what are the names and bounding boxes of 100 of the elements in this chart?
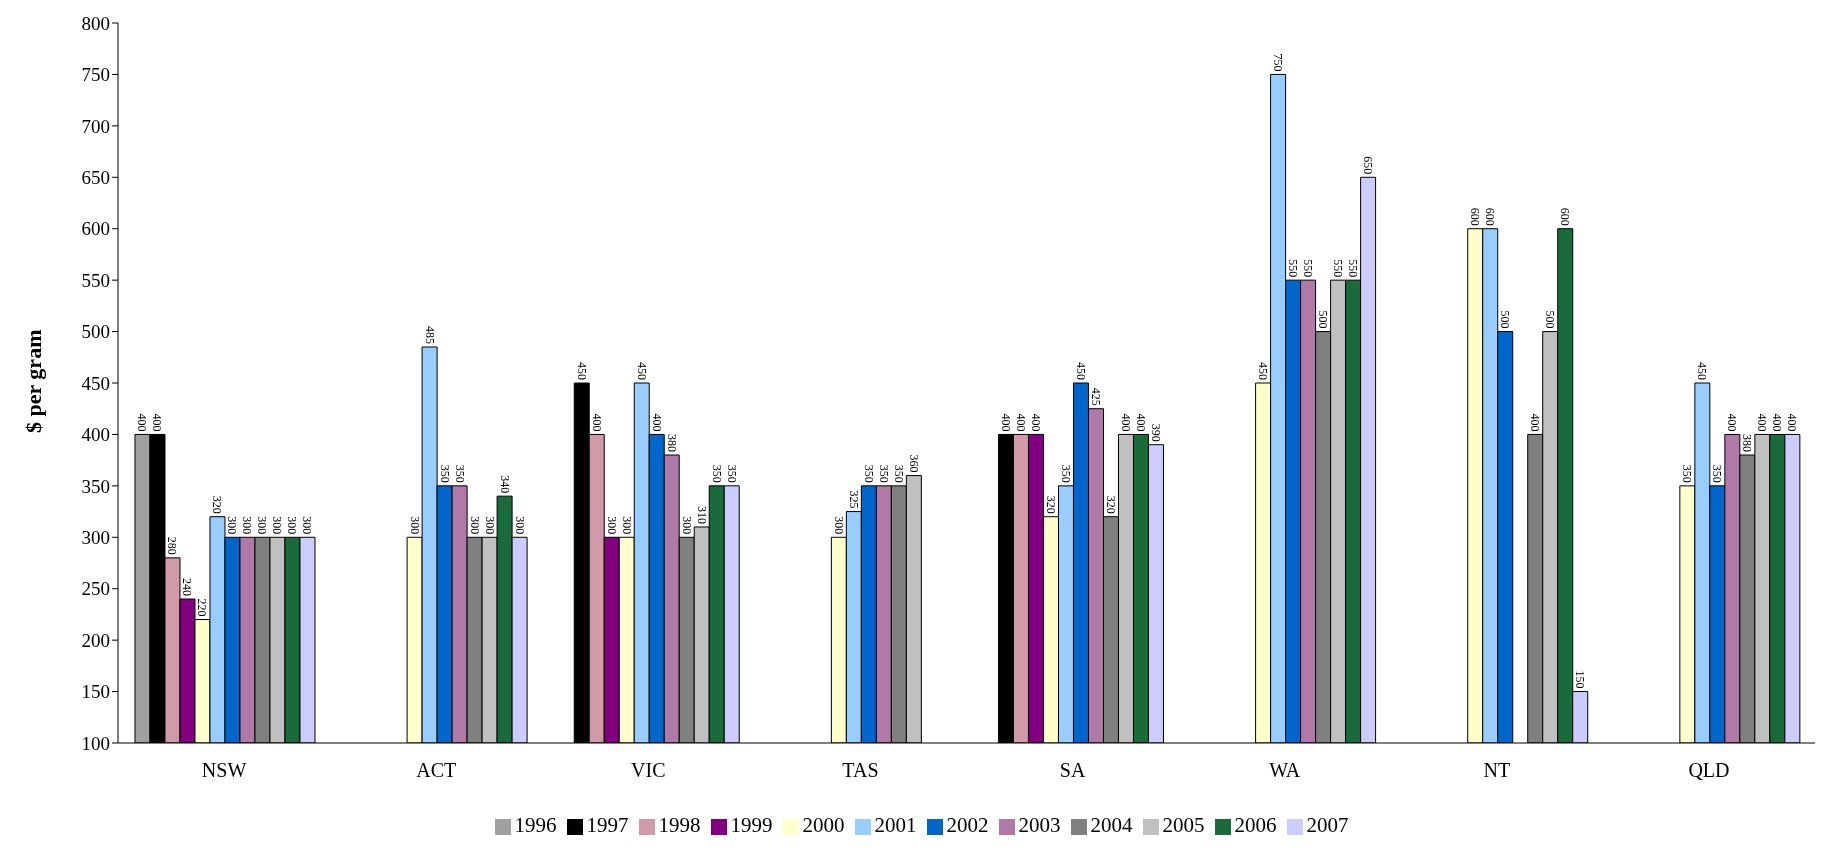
data-label: 300 [407, 516, 422, 535]
y-tick-label: 200 [81, 629, 110, 651]
data-label: 400 [1133, 413, 1148, 432]
data-label: 450 [574, 362, 589, 380]
data-label: 400 [1028, 413, 1043, 432]
data-label: 350 [1680, 464, 1695, 483]
data-label: 400 [150, 413, 165, 432]
data-label: 400 [1755, 413, 1770, 432]
data-label: 300 [285, 516, 300, 535]
y-tick-label: 550 [81, 269, 110, 291]
data-label: 350 [724, 464, 739, 483]
data-label: 150 [1573, 670, 1588, 689]
legend-label: 2005 [1162, 813, 1205, 837]
data-label: 240 [180, 578, 195, 596]
data-label: 400 [1725, 413, 1740, 432]
y-tick-label: 500 [81, 321, 110, 343]
data-label: 400 [589, 413, 604, 432]
y-tick-label: 800 [81, 12, 110, 34]
legend-label: 2007 [1306, 813, 1349, 837]
legend-label: 2002 [946, 813, 989, 837]
data-label: 380 [1740, 434, 1755, 452]
data-label: 300 [831, 516, 846, 535]
data-label: 450 [1073, 362, 1088, 380]
data-label: 360 [906, 454, 921, 473]
data-label: 350 [891, 464, 906, 483]
data-label: 400 [1013, 413, 1028, 432]
data-label: 400 [649, 413, 664, 432]
data-label: 340 [497, 475, 512, 494]
data-label: 220 [195, 598, 210, 617]
data-label: 500 [1498, 310, 1513, 329]
data-label: 300 [512, 516, 527, 535]
data-label: 300 [604, 516, 619, 535]
data-label: 400 [1528, 413, 1543, 432]
data-label: 350 [452, 464, 467, 483]
x-tick-label: VIC [631, 759, 666, 782]
data-label: 400 [135, 413, 150, 432]
data-label: 425 [1088, 387, 1103, 406]
data-label: 390 [1148, 423, 1163, 442]
y-tick-label: 700 [81, 115, 110, 137]
data-label: 350 [861, 464, 876, 483]
data-label: 750 [1271, 53, 1286, 72]
data-label: 400 [998, 413, 1013, 432]
data-label: 600 [1483, 207, 1498, 226]
y-tick-label: 450 [81, 372, 110, 394]
legend-label: 1997 [586, 813, 629, 837]
y-tick-label: 750 [81, 64, 110, 86]
data-label: 350 [876, 464, 891, 483]
y-tick-label: 350 [81, 475, 110, 497]
data-label: 380 [664, 434, 679, 452]
data-label: 400 [1785, 413, 1800, 432]
data-label: 310 [694, 506, 709, 524]
data-label: 400 [1770, 413, 1785, 432]
data-label: 300 [482, 516, 497, 535]
data-label: 300 [255, 516, 270, 535]
legend-label: 2003 [1018, 813, 1061, 837]
data-label: 450 [1256, 362, 1271, 380]
y-tick-label: 150 [81, 681, 110, 703]
data-label: 300 [240, 516, 255, 535]
x-tick-label: SA [1059, 759, 1086, 782]
data-label: 400 [1118, 413, 1133, 432]
y-axis-title: $ per gram [20, 329, 46, 433]
x-tick-label: TAS [842, 759, 879, 782]
legend-label: 2004 [1090, 813, 1133, 837]
y-tick-label: 100 [81, 732, 110, 754]
y-tick-label: 250 [81, 578, 110, 600]
data-label: 550 [1286, 259, 1301, 278]
data-label: 300 [679, 516, 694, 535]
data-label: 280 [165, 536, 180, 555]
x-tick-label: QLD [1688, 759, 1730, 782]
data-label: 550 [1346, 259, 1361, 278]
legend-label: 2006 [1234, 813, 1277, 837]
data-label: 550 [1301, 259, 1316, 278]
x-tick-label: WA [1269, 759, 1301, 782]
data-label: 300 [270, 516, 285, 535]
data-label: 500 [1543, 310, 1558, 329]
data-label: 550 [1331, 259, 1346, 278]
data-label: 485 [422, 326, 437, 344]
data-label: 320 [210, 495, 225, 514]
data-label: 300 [467, 516, 482, 535]
data-label: 350 [1710, 464, 1725, 483]
x-tick-label: NSW [201, 759, 247, 782]
data-label: 300 [300, 516, 315, 535]
data-label: 450 [1695, 362, 1710, 380]
data-label: 450 [634, 362, 649, 380]
data-label: 320 [1043, 495, 1058, 514]
y-tick-label: 600 [81, 218, 110, 240]
data-label: 350 [709, 464, 724, 483]
data-label: 350 [1058, 464, 1073, 483]
data-label: 500 [1316, 310, 1331, 329]
legend-label: 1996 [514, 813, 557, 837]
legend-label: 1999 [730, 813, 773, 837]
data-label: 350 [437, 464, 452, 483]
data-label: 325 [846, 490, 861, 509]
legend-label: 1998 [658, 813, 701, 837]
x-tick-label: ACT [416, 759, 457, 782]
y-tick-label: 300 [81, 527, 110, 549]
data-label: 600 [1468, 207, 1483, 226]
data-label: 300 [225, 516, 240, 535]
legend-label: 2000 [802, 813, 845, 837]
legend-label: 2001 [874, 813, 917, 837]
